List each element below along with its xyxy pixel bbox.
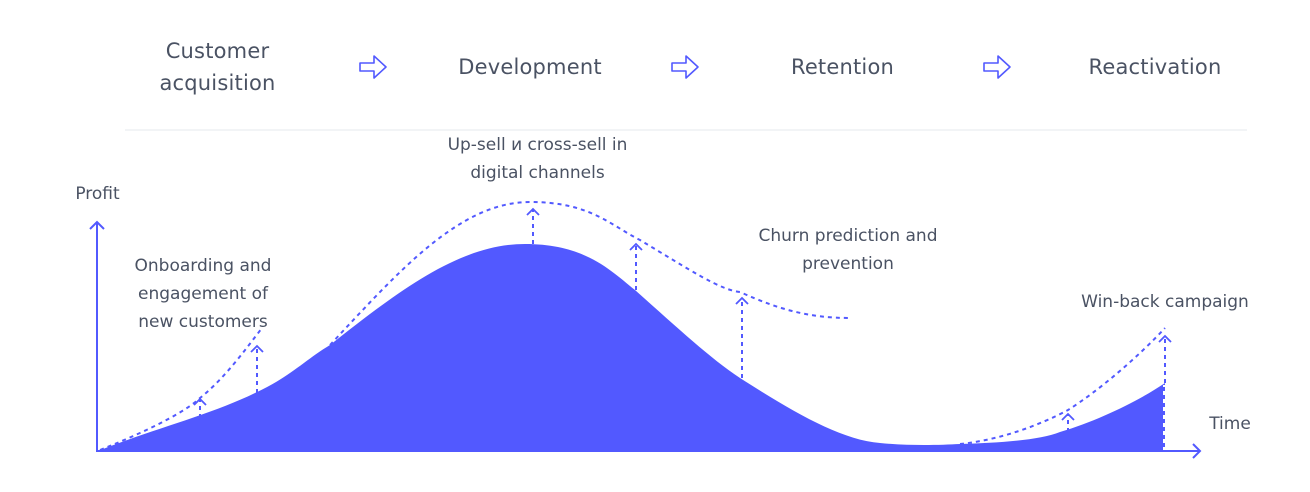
annotation-churn: Churn prediction and prevention [758, 226, 938, 274]
annotation-upsell: Up-sell и cross-sell in digital channels [447, 135, 628, 183]
arrow-right-outline-icon [983, 55, 1011, 79]
arrowheads [193, 207, 1172, 421]
stage-development: Development [458, 55, 602, 79]
annotation-winback: Win-back campaign [1081, 292, 1249, 312]
profit-area [98, 244, 1165, 451]
arrow-right-outline-icon [671, 55, 699, 79]
y-axis-arrow [89, 220, 105, 230]
stage-retention: Retention [790, 55, 895, 79]
stage-reactivation: Reactivation [1088, 55, 1222, 79]
arrow-right-outline-icon [359, 55, 387, 79]
annotation-onboarding: Onboarding and engagement of new custome… [134, 256, 272, 332]
y-axis-label: Profit [75, 184, 120, 204]
potential-curve-reactivation [959, 327, 1166, 445]
stage-customer-acquisition: Customer acquisition [159, 39, 276, 95]
x-axis-label: Time [1209, 414, 1251, 434]
potential-curve-development [329, 200, 851, 346]
x-axis-arrow [1192, 443, 1202, 459]
